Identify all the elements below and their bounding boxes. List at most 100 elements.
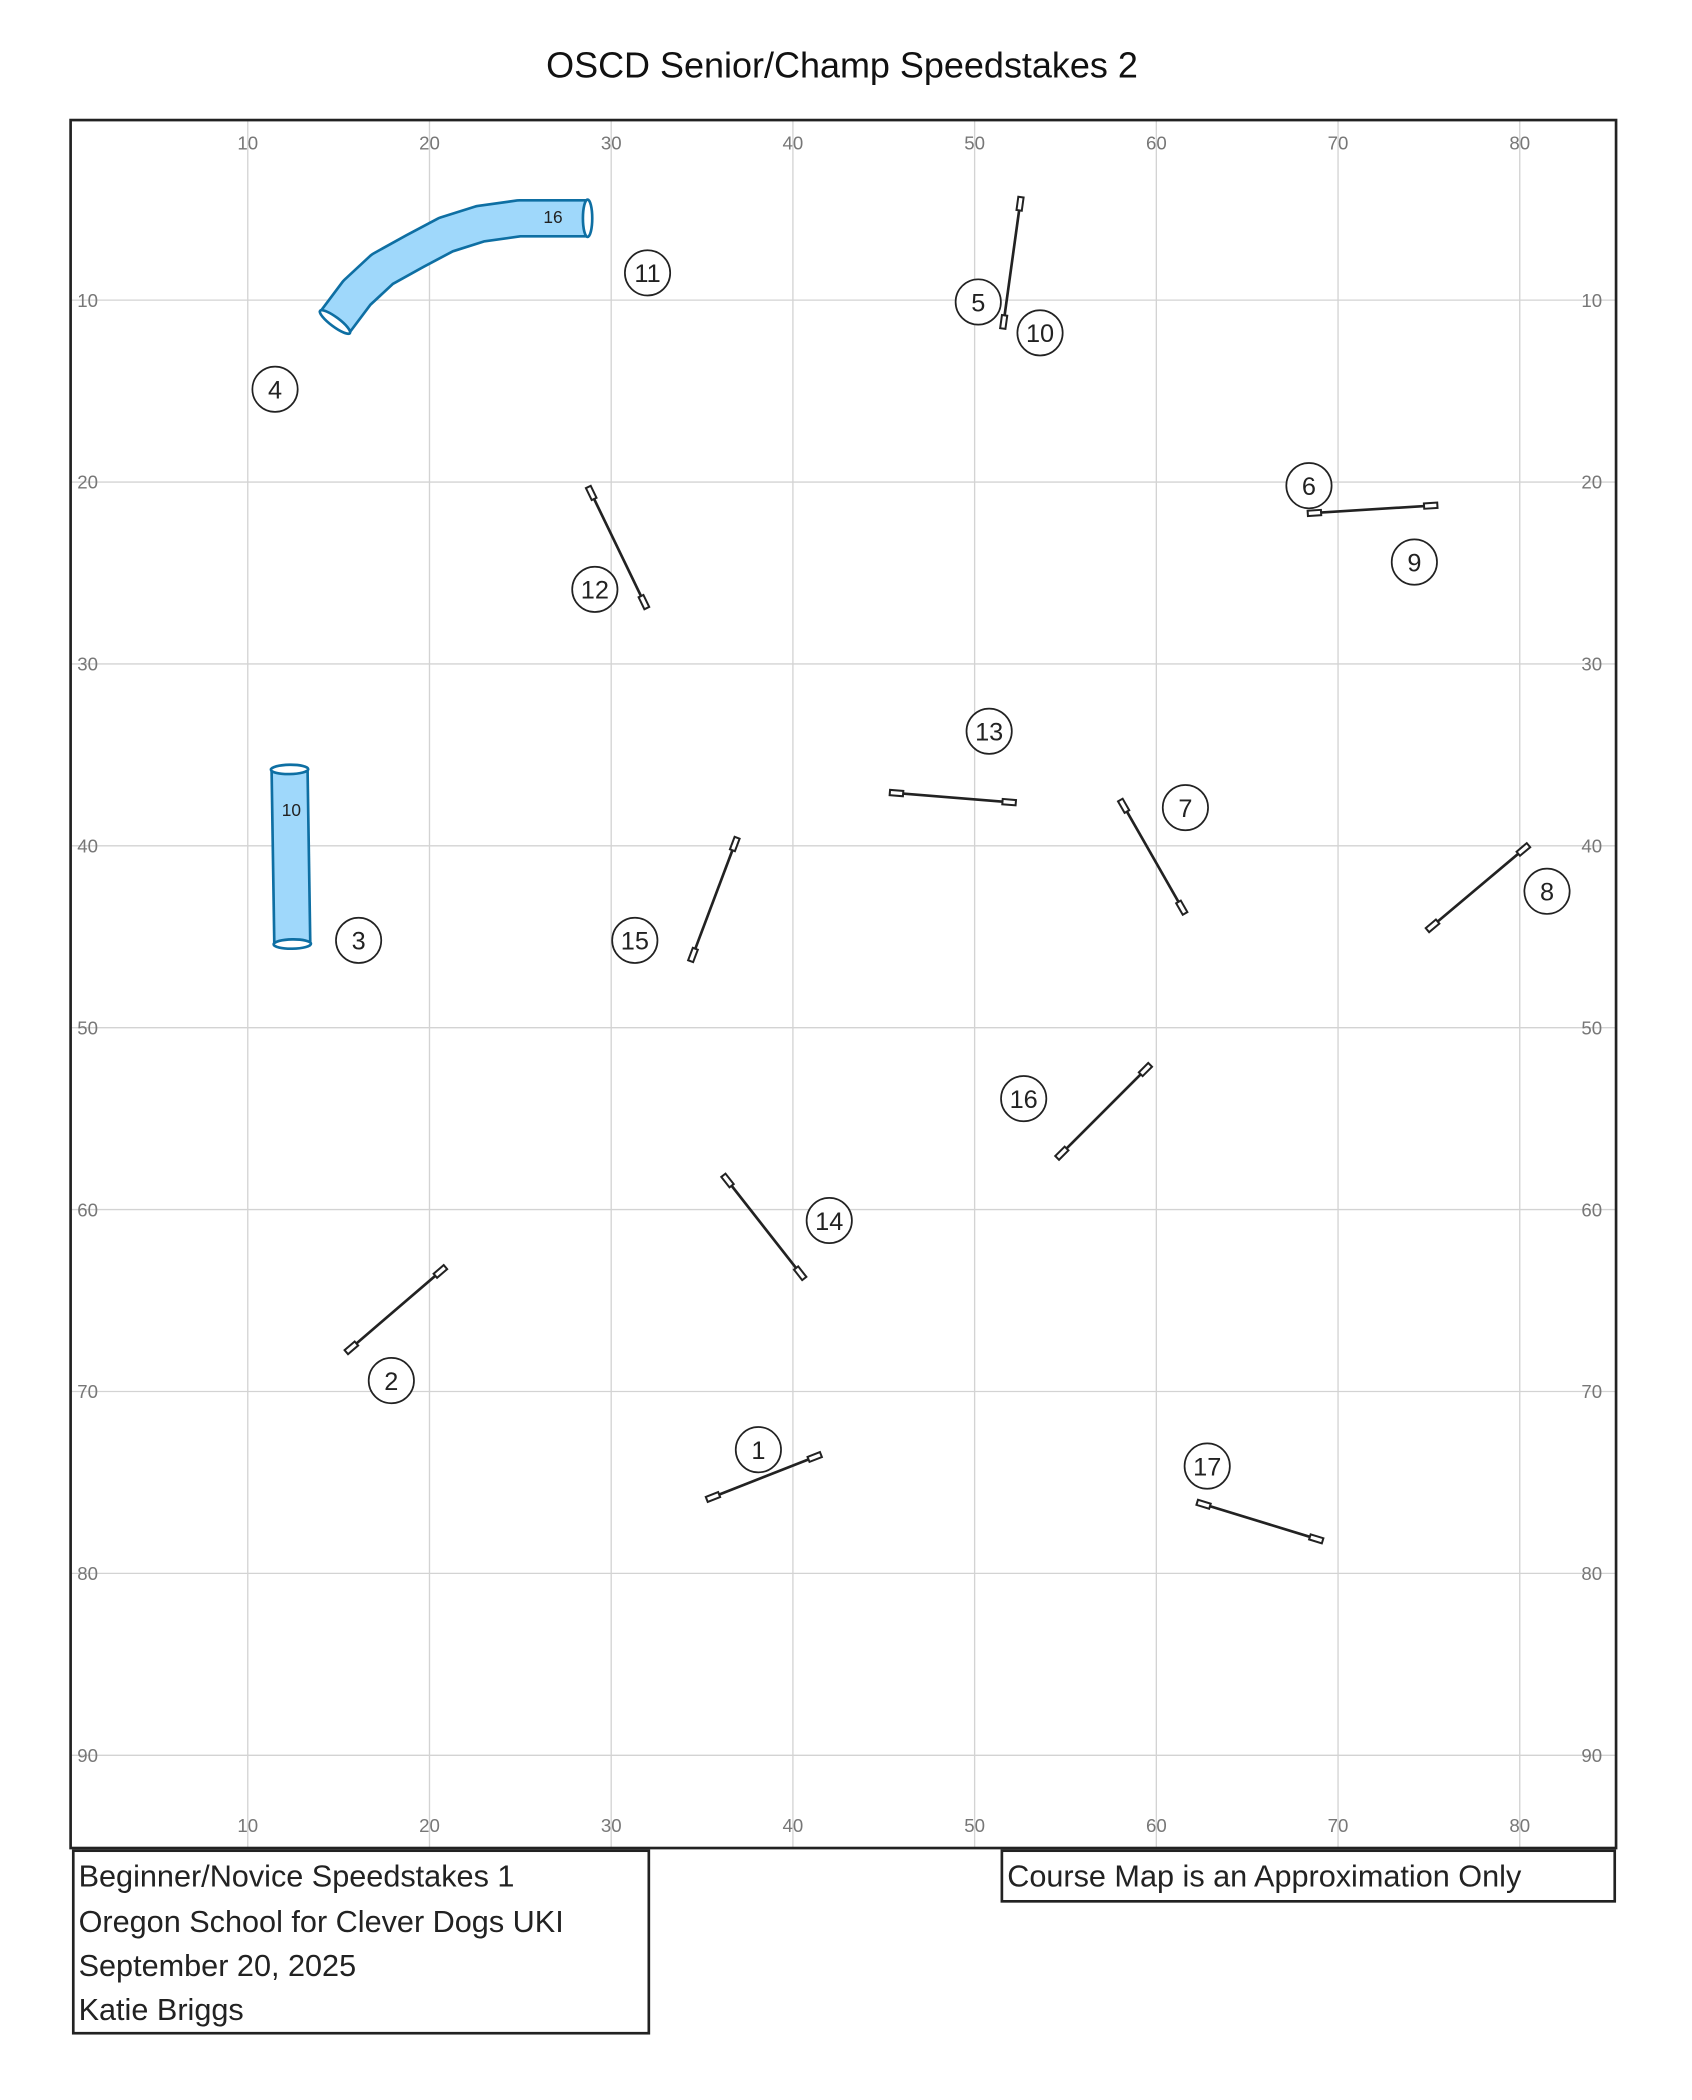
info-line-class: Beginner/Novice Speedstakes 1: [79, 1860, 515, 1894]
grid: 10 10 20 20 30 30 40 40 50 50 60 60 70 70 80 80 10 10 20 20…: [70, 120, 1617, 1849]
jump: [1424, 841, 1532, 934]
number-label: 6: [1302, 473, 1316, 501]
number-circle: [251, 365, 299, 413]
tunnel-opening: [318, 308, 352, 336]
jump-wing: [1015, 195, 1025, 212]
jump-wing: [432, 1263, 449, 1280]
tunnel-body: [272, 769, 309, 945]
number-label: 14: [815, 1208, 843, 1236]
obstacle-number: 10: [1016, 309, 1064, 357]
tunnel-length-label: 16: [543, 207, 562, 227]
jump-wing: [1174, 899, 1189, 917]
jump: [1053, 1061, 1154, 1162]
jump-bar: [1314, 504, 1431, 515]
y-tick-label-right: 30: [1581, 654, 1602, 675]
number-label: 2: [384, 1368, 398, 1396]
x-tick-label-top: 80: [1509, 132, 1530, 153]
number-label: 12: [581, 577, 609, 605]
y-tick-label-right: 80: [1581, 1563, 1602, 1584]
jump: [686, 835, 741, 964]
number-label: 3: [352, 928, 366, 956]
obstacle-number: 11: [624, 249, 672, 297]
jump-wing: [999, 313, 1009, 331]
jump: [888, 788, 1018, 807]
jump-wing: [686, 946, 700, 964]
jumps: [343, 195, 1532, 1545]
jump: [999, 195, 1025, 331]
jump-bar: [1060, 1068, 1147, 1155]
tunnel: 16: [318, 198, 594, 336]
obstacle-number: 17: [1183, 1442, 1231, 1490]
number-label: 10: [1026, 320, 1054, 348]
x-tick-label-top: 10: [237, 132, 258, 153]
number-label: 11: [634, 260, 660, 288]
jump-wing: [1422, 501, 1439, 510]
number-label: 1: [751, 1437, 765, 1465]
x-tick-label-bottom: 40: [783, 1815, 804, 1836]
number-circle: [367, 1357, 415, 1405]
jump: [584, 484, 651, 611]
obstacle-number: 16: [1000, 1075, 1048, 1123]
jump-wing: [1306, 508, 1323, 518]
x-tick-label-top: 70: [1328, 132, 1349, 153]
y-tick-label-right: 20: [1581, 472, 1602, 493]
jump-bar: [1122, 805, 1183, 909]
obstacle-number: 3: [335, 916, 383, 964]
jump-wing: [728, 835, 741, 853]
jump-bar: [590, 492, 646, 603]
number-label: 15: [621, 928, 649, 956]
info-box: [71, 1849, 651, 2035]
y-tick-label-right: 70: [1581, 1381, 1602, 1402]
disclaimer-box: [1000, 1849, 1617, 1903]
x-tick-label-bottom: 80: [1509, 1815, 1530, 1836]
jump: [1306, 501, 1439, 518]
x-tick-label-top: 20: [419, 132, 440, 153]
tunnel: 10: [269, 763, 313, 951]
page-title: OSCD Senior/Champ Speedstakes 2: [546, 44, 1138, 85]
obstacle-number: 5: [954, 278, 1002, 326]
jump-bar: [726, 1179, 802, 1275]
tunnel-opening: [581, 198, 594, 239]
y-tick-label-right: 60: [1581, 1199, 1602, 1220]
info-line-judge: Katie Briggs: [79, 1993, 244, 2027]
number-circle: [1285, 462, 1333, 510]
number-circle: [965, 707, 1013, 755]
jump-wing: [1137, 1061, 1154, 1078]
obstacle-number: 4: [251, 365, 299, 413]
y-tick-label-left: 50: [77, 1017, 98, 1038]
jump: [343, 1263, 449, 1356]
y-tick-label-left: 10: [77, 290, 98, 311]
number-circle: [335, 916, 383, 964]
number-circle: [1183, 1442, 1231, 1490]
number-circle: [734, 1426, 782, 1474]
x-tick-label-bottom: 10: [237, 1815, 258, 1836]
x-tick-label-top: 50: [964, 132, 985, 153]
jump-wing: [792, 1264, 808, 1282]
y-tick-label-left: 20: [77, 472, 98, 493]
obstacle-number: 7: [1161, 784, 1209, 832]
tunnel-body: [321, 201, 588, 332]
number-label: 7: [1178, 795, 1192, 823]
number-circle: [1523, 867, 1571, 915]
y-tick-label-right: 50: [1581, 1017, 1602, 1038]
jump-wing: [343, 1340, 360, 1356]
number-label: 4: [268, 377, 282, 405]
jump-wing: [1116, 797, 1131, 815]
plot-frame: [69, 118, 1618, 1850]
y-tick-label-left: 60: [77, 1199, 98, 1220]
jump-bar: [896, 791, 1010, 804]
jump: [719, 1172, 808, 1282]
x-tick-label-top: 60: [1146, 132, 1167, 153]
number-circle: [1016, 309, 1064, 357]
x-tick-label-bottom: 70: [1328, 1815, 1349, 1836]
obstacle-number: 12: [571, 565, 619, 613]
jump-wing: [1053, 1145, 1070, 1162]
number-label: 9: [1407, 549, 1421, 577]
jump-bar: [1431, 848, 1525, 927]
number-label: 8: [1540, 879, 1554, 907]
info-line-date: September 20, 2025: [79, 1949, 357, 1983]
y-tick-label-left: 70: [77, 1381, 98, 1402]
jump-wing: [637, 593, 651, 611]
